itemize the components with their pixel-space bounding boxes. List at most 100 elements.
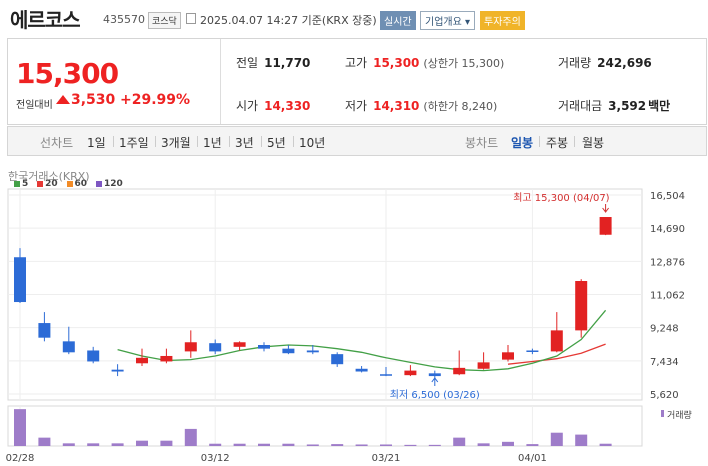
volume-bar — [526, 444, 539, 446]
candle-body — [380, 374, 392, 376]
volume-bar — [453, 437, 466, 446]
prev-close: 전일 11,770 — [236, 56, 311, 70]
candle-body — [209, 343, 222, 352]
low-price: 저가 14,310 (하한가 8,240) — [345, 99, 498, 113]
company-overview-dropdown[interactable]: 기업개요 ▾ — [420, 11, 475, 30]
period-1d[interactable]: 1일 — [87, 136, 106, 150]
volume-bar — [136, 440, 148, 446]
realtime-button[interactable]: 실시간 — [380, 11, 416, 30]
line-chart-label: 선차트 — [40, 136, 74, 150]
candle-body — [404, 370, 417, 376]
volume-bar — [575, 434, 588, 446]
period-3y[interactable]: 3년 — [235, 136, 254, 150]
stock-name: 에르코스 — [10, 8, 81, 32]
y-tick-label: 14,690 — [650, 224, 685, 235]
ma5-line — [117, 309, 607, 372]
candle-body — [233, 342, 246, 347]
high-annotation: 최고 15,300 (04/07) — [513, 192, 609, 204]
candle-body — [111, 369, 124, 372]
quote-datetime: 2025.04.07 14:27 기준(KRX 장중) — [200, 14, 377, 27]
divider — [539, 136, 540, 147]
divider — [155, 136, 156, 147]
candle-body — [62, 341, 75, 353]
volume-bar — [502, 441, 514, 446]
candle-body — [355, 368, 368, 372]
volume-frame — [7, 405, 643, 447]
volume-bar — [282, 443, 295, 446]
volume-bar — [111, 443, 124, 446]
volume-bar — [477, 443, 490, 446]
volume-bar — [428, 444, 441, 446]
candle-weekly[interactable]: 주봉 — [546, 136, 569, 150]
candle-body — [428, 373, 441, 377]
x-tick-label: 03/12 — [201, 453, 230, 464]
low-annotation: 최저 6,500 (03/26) — [390, 389, 480, 401]
ma20-line — [507, 343, 606, 365]
divider — [574, 136, 575, 147]
candle-body — [502, 352, 514, 360]
legend-ma20: 20 — [37, 179, 58, 189]
high-arrow-icon — [602, 204, 609, 213]
candle-body — [14, 257, 26, 303]
divider — [229, 136, 230, 147]
volume-bar — [233, 443, 246, 446]
candle-body — [331, 354, 344, 365]
candle-body — [184, 342, 197, 352]
low-arrow-icon — [431, 377, 439, 386]
candle-daily[interactable]: 일봉 — [511, 136, 534, 150]
volume-bar — [599, 443, 612, 446]
legend-ma5: 5 — [14, 179, 28, 189]
up-arrow-icon — [56, 95, 70, 104]
market-badge: 코스닥 — [148, 12, 181, 29]
price-change-percent: +29.99% — [120, 92, 191, 108]
candle-body — [477, 362, 490, 369]
volume-bar — [38, 437, 51, 446]
volume-bar — [87, 443, 100, 446]
period-1w[interactable]: 1주일 — [119, 136, 149, 150]
stock-code: 435570 — [103, 13, 145, 26]
price-change: 3,530 — [71, 92, 116, 108]
divider — [293, 136, 294, 147]
period-3m[interactable]: 3개월 — [161, 136, 191, 150]
y-tick-label: 9,248 — [650, 324, 679, 335]
candle-body — [136, 357, 148, 364]
high-price: 고가 15,300 (상한가 15,300) — [345, 56, 505, 70]
candle-monthly[interactable]: 월봉 — [582, 136, 605, 150]
calendar-icon — [186, 13, 196, 24]
period-1y[interactable]: 1년 — [203, 136, 222, 150]
divider — [220, 39, 221, 124]
volume-bar — [306, 444, 319, 446]
candle-body — [87, 350, 100, 362]
quote-summary: 15,300 전일대비 3,530 +29.99% 전일 11,770 시가 14,… — [7, 38, 707, 125]
volume-bar — [404, 444, 417, 446]
candle-body — [306, 350, 319, 353]
divider — [261, 136, 262, 147]
x-tick-label: 04/01 — [518, 453, 547, 464]
trade-amount: 거래대금 3,592 백만 — [558, 99, 671, 113]
candle-body — [258, 344, 270, 349]
y-tick-label: 11,062 — [650, 291, 685, 302]
candle-body — [575, 281, 588, 331]
volume-bar — [209, 443, 222, 446]
volume-label: 거래량 — [667, 409, 692, 421]
y-tick-label: 16,504 — [650, 191, 685, 202]
chart-source: 한국거래소(KRX) — [8, 170, 90, 183]
period-10y[interactable]: 10년 — [299, 136, 326, 150]
legend-ma120: 120 — [95, 179, 123, 189]
open-price: 시가 14,330 — [236, 99, 311, 113]
volume-legend-swatch — [661, 410, 664, 417]
volume-bar — [184, 428, 197, 446]
y-tick-label: 7,434 — [650, 357, 679, 368]
period-5y[interactable]: 5년 — [267, 136, 286, 150]
x-tick-label: 03/21 — [372, 453, 401, 464]
divider — [197, 136, 198, 147]
volume-bar — [14, 409, 26, 446]
legend-ma60: 60 — [66, 179, 87, 189]
candle-body — [526, 350, 539, 352]
volume-bar — [331, 444, 344, 446]
volume-bar — [355, 444, 368, 446]
investment-warning-badge: 투자주의 — [480, 11, 525, 30]
volume-bar — [62, 443, 75, 446]
divider — [113, 136, 114, 147]
